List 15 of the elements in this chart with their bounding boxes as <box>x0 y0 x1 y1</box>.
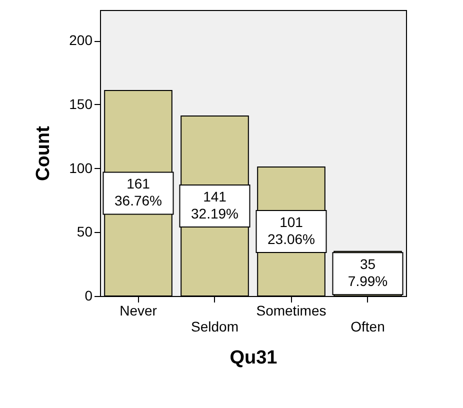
y-tick-label: 0 <box>84 288 93 304</box>
data-label: 35 7.99% <box>348 256 388 290</box>
x-tick-label: Sometimes <box>256 302 326 318</box>
x-tick-label: Seldom <box>191 318 238 334</box>
data-label: 101 23.06% <box>268 214 315 248</box>
data-label: 141 32.19% <box>191 188 238 222</box>
x-tick-label: Often <box>350 318 385 334</box>
y-tick-label: 200 <box>69 32 93 48</box>
y-tick-label: 150 <box>69 96 93 112</box>
x-tick-label: Never <box>120 302 158 318</box>
y-tick-label: 100 <box>69 160 93 176</box>
y-tick-label: 50 <box>76 224 93 240</box>
data-label: 161 36.76% <box>114 176 162 209</box>
x-axis-title: Qu31 <box>230 348 278 368</box>
y-axis-title: Count <box>33 125 54 181</box>
